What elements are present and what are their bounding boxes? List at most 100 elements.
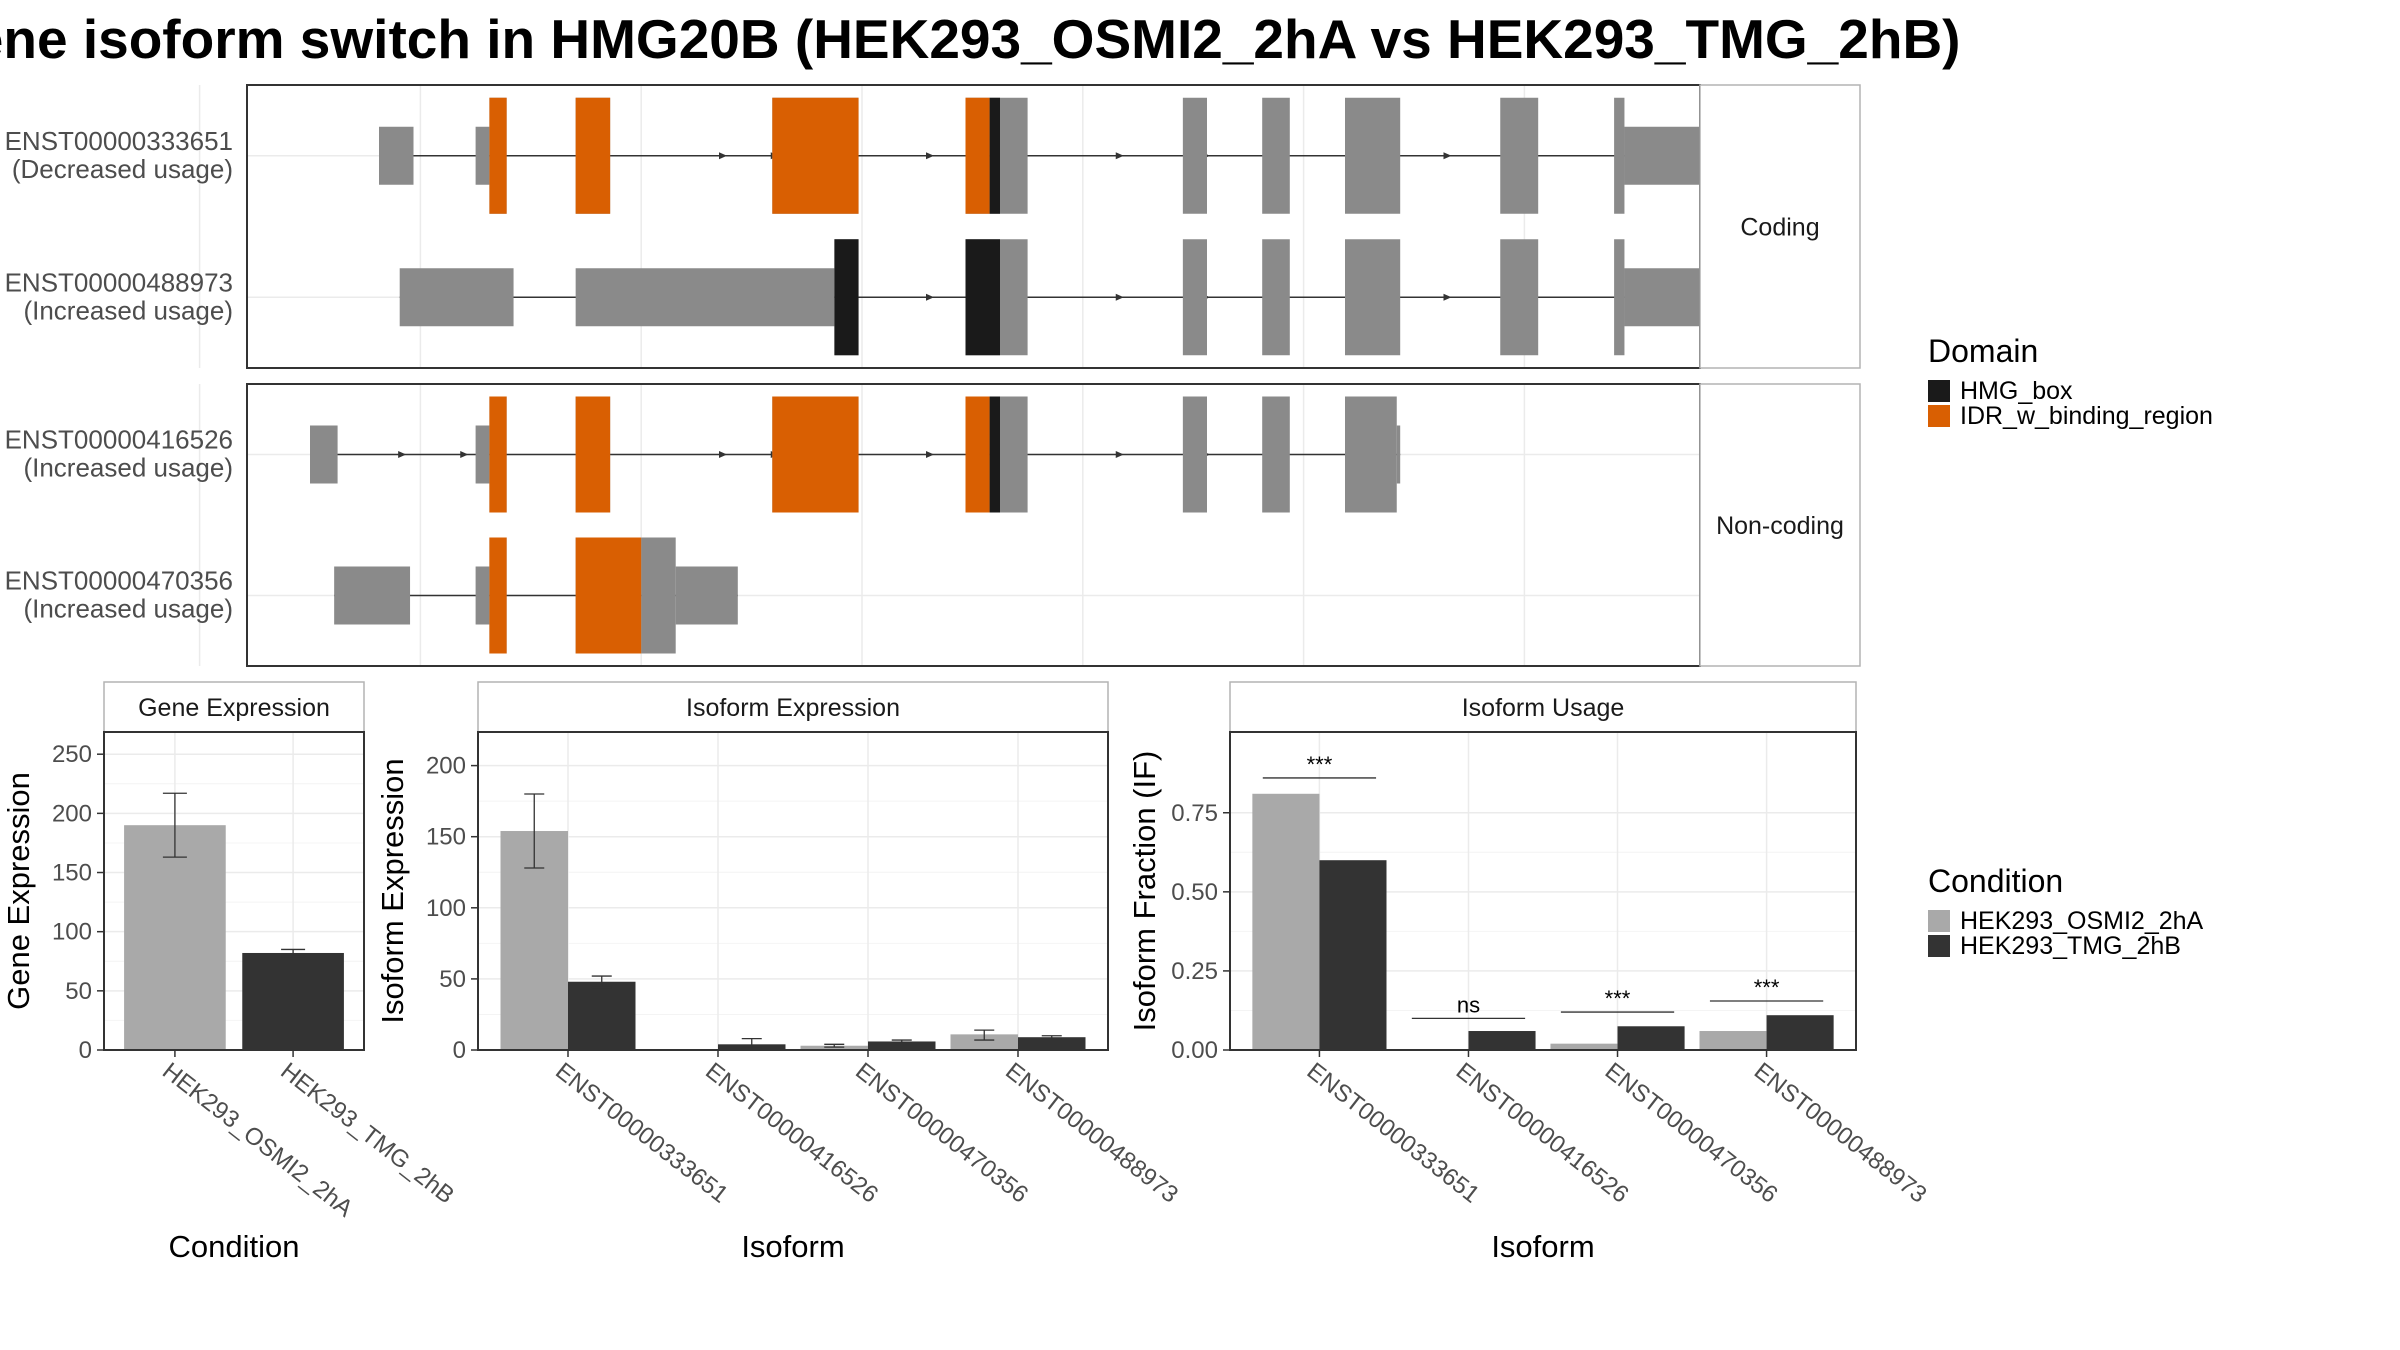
y-tick-label: 0 xyxy=(79,1037,92,1064)
intron-direction-arrow xyxy=(719,451,727,458)
facet-strip xyxy=(1699,383,1861,667)
coding-exon xyxy=(1000,239,1028,356)
coding-exon xyxy=(641,537,676,654)
y-tick-label: 200 xyxy=(426,753,466,780)
domain-idr-w-binding-region xyxy=(489,396,507,513)
bar-enst00000488973-hek293-osmi2-2ha xyxy=(1699,1031,1767,1050)
legend-swatch-hmg-box xyxy=(1928,380,1950,402)
panel-strip xyxy=(477,681,1109,733)
y-tick-label: 0.75 xyxy=(1171,800,1218,827)
y-axis-title: Isoform Fraction (IF) xyxy=(1127,751,1162,1032)
intron-direction-arrow xyxy=(926,152,934,160)
bar-panel-isoform-usage: Isoform Usage0.000.250.500.75ENST0000033… xyxy=(1127,681,1932,1264)
legend-label-idr-w-binding-region: IDR_w_binding_region xyxy=(1960,402,2213,430)
x-axis-title: Condition xyxy=(169,1229,300,1264)
transcript-ENST00000488973: ENST00000488973(Increased usage) xyxy=(5,239,1715,356)
plot-border xyxy=(103,731,365,1051)
coding-exon xyxy=(1000,97,1028,214)
utr-exon xyxy=(675,566,738,625)
y-axis-title: Gene Expression xyxy=(1,772,36,1010)
expression-bar-panels: Gene Expression 0 50 100 150 200 250 HEK293_OSM… xyxy=(1,681,1932,1264)
significance-label: *** xyxy=(1605,986,1631,1011)
bar-enst00000488973-hek293-osmi2-2ha xyxy=(950,1034,1018,1050)
coding-exon xyxy=(1614,239,1625,356)
x-tick-label: HEK293_OSMI2_2hA xyxy=(157,1057,358,1222)
intron-direction-arrow xyxy=(1443,293,1452,301)
domain-hmg-box xyxy=(989,396,1000,513)
intron-direction-arrow xyxy=(926,451,934,458)
transcript-usage-label: (Decreased usage) xyxy=(12,154,233,184)
legend-swatch-hek293-tmg-2hb xyxy=(1928,935,1950,957)
structure-panel-coding: ENST00000333651(Decreased usage)ENST0000… xyxy=(5,84,1861,369)
y-tick-label: 0.50 xyxy=(1171,879,1218,906)
bar-enst00000333651-hek293-tmg-2hb xyxy=(1319,860,1387,1050)
legend-label-hek293-osmi2-2ha: HEK293_OSMI2_2hA xyxy=(1960,907,2204,935)
y-axis-title: Isoform Expression xyxy=(375,758,410,1023)
transcript-usage-label: (Increased usage) xyxy=(23,594,233,624)
y-tick-label: 250 xyxy=(52,741,92,768)
coding-exon xyxy=(1262,97,1290,214)
y-tick-label: 50 xyxy=(439,966,466,993)
coding-exon xyxy=(1182,396,1207,513)
bar-enst00000488973-hek293-tmg-2hb xyxy=(1018,1037,1086,1050)
domain-idr-w-binding-region xyxy=(575,97,611,214)
bar-enst00000470356-hek293-osmi2-2ha xyxy=(800,1045,868,1050)
bar-enst00000470356-hek293-osmi2-2ha xyxy=(1550,1043,1618,1050)
domain-idr-w-binding-region xyxy=(965,97,990,214)
intron-direction-arrow xyxy=(719,152,727,160)
legend-title: Domain xyxy=(1928,333,2038,369)
utr-exon xyxy=(310,425,338,484)
utr-exon xyxy=(379,126,414,185)
y-tick-label: 100 xyxy=(52,919,92,946)
utr-exon xyxy=(1396,425,1401,484)
transcript-id-label: ENST00000488973 xyxy=(5,267,233,297)
utr-exon xyxy=(475,566,490,625)
legend-swatch-hek293-osmi2-2ha xyxy=(1928,910,1950,932)
legend-label-hek293-tmg-2hb: HEK293_TMG_2hB xyxy=(1960,932,2181,960)
domain-idr-w-binding-region xyxy=(489,97,507,214)
bar-enst00000333651-hek293-tmg-2hb xyxy=(568,981,636,1050)
transcript-ENST00000470356: ENST00000470356(Increased usage) xyxy=(5,537,738,654)
transcript-ENST00000416526: ENST00000416526(Increased usage) xyxy=(5,396,1401,513)
coding-exon xyxy=(1262,396,1290,513)
panel-strip xyxy=(103,681,365,733)
transcript-id-label: ENST00000333651 xyxy=(5,126,233,156)
intron-direction-arrow xyxy=(1115,293,1124,301)
utr-exon xyxy=(475,126,490,185)
significance-label: ns xyxy=(1457,992,1480,1017)
intron-direction-arrow xyxy=(1115,451,1124,458)
bar-enst00000488973-hek293-tmg-2hb xyxy=(1766,1015,1834,1050)
transcript-usage-label: (Increased usage) xyxy=(23,453,233,483)
intron-direction-arrow xyxy=(460,451,469,458)
transcript-structure-panels: ENST00000333651(Decreased usage)ENST0000… xyxy=(5,84,1861,667)
transcript-id-label: ENST00000416526 xyxy=(5,425,233,455)
facet-strip-label: Non-coding xyxy=(1716,512,1844,540)
intron-direction-arrow xyxy=(926,293,934,301)
bar-enst00000333651-hek293-osmi2-2ha xyxy=(1252,793,1320,1050)
transcript-usage-label: (Increased usage) xyxy=(23,295,233,325)
domain-idr-w-binding-region xyxy=(772,396,859,513)
x-axis-title: Isoform xyxy=(741,1229,844,1264)
utr-exon xyxy=(575,268,835,327)
panel-strip xyxy=(1229,681,1857,733)
facet-strip xyxy=(1699,84,1861,369)
bar-panel-isoform-expression: Isoform Expression050100150200ENST000003… xyxy=(375,681,1183,1264)
transcript-ENST00000333651: ENST00000333651(Decreased usage) xyxy=(5,97,1715,214)
utr-exon xyxy=(399,268,514,327)
y-tick-label: 150 xyxy=(426,824,466,851)
bar-enst00000470356-hek293-tmg-2hb xyxy=(868,1041,936,1050)
domain-idr-w-binding-region xyxy=(575,396,611,513)
domain-idr-w-binding-region xyxy=(489,537,507,654)
y-tick-label: 0.25 xyxy=(1171,958,1218,985)
coding-exon xyxy=(1345,239,1401,356)
coding-exon xyxy=(1500,239,1539,356)
y-tick-label: 150 xyxy=(52,860,92,887)
plot-border xyxy=(477,731,1109,1051)
coding-exon xyxy=(1345,396,1397,513)
y-tick-label: 200 xyxy=(52,800,92,827)
coding-exon xyxy=(1500,97,1539,214)
utr-exon xyxy=(475,425,490,484)
legend-label-hmg-box: HMG_box xyxy=(1960,377,2073,405)
